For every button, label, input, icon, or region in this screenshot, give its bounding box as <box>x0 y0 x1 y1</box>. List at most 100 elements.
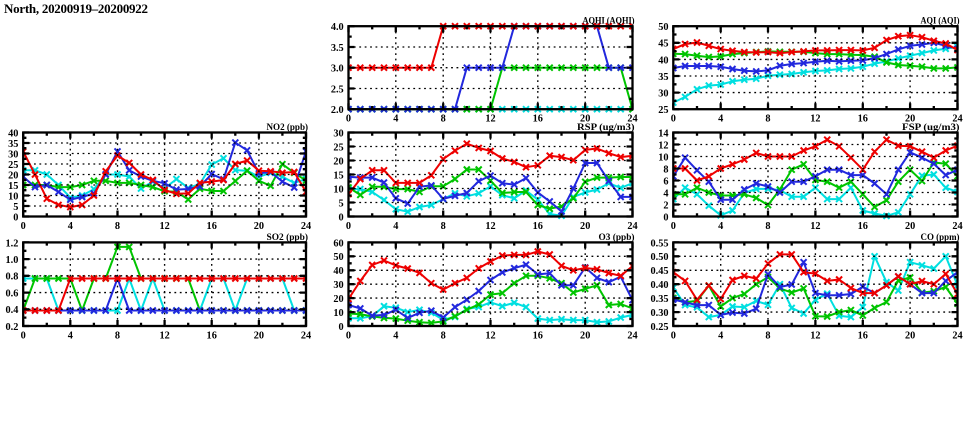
svg-text:4: 4 <box>663 188 668 199</box>
svg-text:0: 0 <box>346 221 351 232</box>
svg-text:0: 0 <box>671 221 676 232</box>
svg-text:4: 4 <box>393 114 398 125</box>
svg-text:0: 0 <box>21 221 26 232</box>
svg-text:AQHI (AQHI): AQHI (AQHI) <box>583 16 635 27</box>
svg-text:SO2 (ppb): SO2 (ppb) <box>267 232 309 243</box>
svg-text:24: 24 <box>627 114 637 125</box>
svg-text:CO (ppm): CO (ppm) <box>921 232 960 243</box>
svg-text:8: 8 <box>765 221 770 232</box>
svg-text:4: 4 <box>393 221 398 232</box>
svg-text:1.0: 1.0 <box>6 255 19 266</box>
svg-text:24: 24 <box>301 221 311 232</box>
svg-text:35: 35 <box>8 139 18 150</box>
svg-text:25: 25 <box>333 142 343 153</box>
svg-text:24: 24 <box>627 330 637 341</box>
svg-text:12: 12 <box>485 330 495 341</box>
svg-text:RSP (ug/m3): RSP (ug/m3) <box>577 122 635 133</box>
svg-text:12: 12 <box>485 114 495 125</box>
svg-text:35: 35 <box>658 72 668 83</box>
svg-text:20: 20 <box>8 170 18 181</box>
svg-text:0: 0 <box>346 330 351 341</box>
svg-text:5: 5 <box>339 198 344 209</box>
svg-text:8: 8 <box>765 330 770 341</box>
svg-text:30: 30 <box>333 128 343 139</box>
svg-text:20: 20 <box>580 221 590 232</box>
svg-text:15: 15 <box>8 181 18 192</box>
svg-text:10: 10 <box>333 184 343 195</box>
svg-text:20: 20 <box>580 330 590 341</box>
svg-text:0.8: 0.8 <box>6 272 19 283</box>
svg-text:25: 25 <box>8 160 18 171</box>
svg-text:3.0: 3.0 <box>331 64 344 75</box>
svg-text:12: 12 <box>810 221 820 232</box>
svg-text:0.45: 0.45 <box>650 266 668 277</box>
svg-text:North, 20200919–20200922: North, 20200919–20200922 <box>4 1 148 16</box>
svg-text:10: 10 <box>333 308 343 319</box>
svg-text:4: 4 <box>68 221 73 232</box>
svg-text:2.5: 2.5 <box>331 84 344 95</box>
svg-text:20: 20 <box>254 221 264 232</box>
svg-text:30: 30 <box>658 89 668 100</box>
svg-text:8: 8 <box>663 164 668 175</box>
svg-text:25: 25 <box>658 105 668 116</box>
svg-text:10: 10 <box>8 191 18 202</box>
svg-text:0.25: 0.25 <box>650 322 668 333</box>
svg-text:16: 16 <box>858 114 868 125</box>
svg-text:24: 24 <box>952 114 962 125</box>
svg-text:15: 15 <box>333 170 343 181</box>
svg-text:0.50: 0.50 <box>650 252 668 263</box>
svg-text:40: 40 <box>8 128 18 139</box>
svg-text:20: 20 <box>905 330 915 341</box>
svg-text:14: 14 <box>658 128 668 139</box>
svg-text:20: 20 <box>254 330 264 341</box>
svg-text:0: 0 <box>671 330 676 341</box>
svg-text:8: 8 <box>441 221 446 232</box>
svg-text:24: 24 <box>952 330 962 341</box>
svg-text:12: 12 <box>159 221 169 232</box>
svg-text:4: 4 <box>718 221 723 232</box>
svg-text:20: 20 <box>580 114 590 125</box>
svg-text:8: 8 <box>765 114 770 125</box>
svg-text:0: 0 <box>671 114 676 125</box>
svg-text:16: 16 <box>858 330 868 341</box>
svg-text:16: 16 <box>533 114 543 125</box>
svg-text:O3 (ppb): O3 (ppb) <box>599 232 635 243</box>
svg-text:12: 12 <box>485 221 495 232</box>
svg-text:45: 45 <box>658 39 668 50</box>
svg-text:0: 0 <box>13 212 18 223</box>
svg-text:0: 0 <box>339 212 344 223</box>
svg-text:0.35: 0.35 <box>650 294 668 305</box>
svg-text:16: 16 <box>858 221 868 232</box>
svg-text:0: 0 <box>346 114 351 125</box>
svg-text:8: 8 <box>115 330 120 341</box>
svg-text:16: 16 <box>533 330 543 341</box>
svg-text:0: 0 <box>339 322 344 333</box>
svg-text:0.2: 0.2 <box>6 322 19 333</box>
svg-text:6: 6 <box>663 176 668 187</box>
svg-text:AQI (AQI): AQI (AQI) <box>921 16 960 27</box>
svg-text:24: 24 <box>301 330 311 341</box>
svg-text:50: 50 <box>333 252 343 263</box>
svg-text:2: 2 <box>663 200 668 211</box>
svg-text:12: 12 <box>159 330 169 341</box>
svg-text:0.4: 0.4 <box>6 305 19 316</box>
svg-text:5: 5 <box>13 202 18 213</box>
svg-text:24: 24 <box>627 221 637 232</box>
svg-text:2.0: 2.0 <box>331 105 344 116</box>
svg-text:16: 16 <box>207 330 217 341</box>
svg-text:4: 4 <box>393 330 398 341</box>
svg-text:20: 20 <box>905 114 915 125</box>
svg-text:8: 8 <box>441 330 446 341</box>
svg-text:20: 20 <box>905 221 915 232</box>
svg-text:3.5: 3.5 <box>331 43 344 54</box>
svg-text:20: 20 <box>333 294 343 305</box>
svg-text:0.40: 0.40 <box>650 280 668 291</box>
svg-text:8: 8 <box>115 221 120 232</box>
svg-text:16: 16 <box>207 221 217 232</box>
svg-text:4: 4 <box>718 330 723 341</box>
svg-text:4: 4 <box>718 114 723 125</box>
svg-text:40: 40 <box>658 55 668 66</box>
svg-text:1.2: 1.2 <box>6 238 19 249</box>
svg-text:10: 10 <box>658 152 668 163</box>
svg-text:8: 8 <box>441 114 446 125</box>
